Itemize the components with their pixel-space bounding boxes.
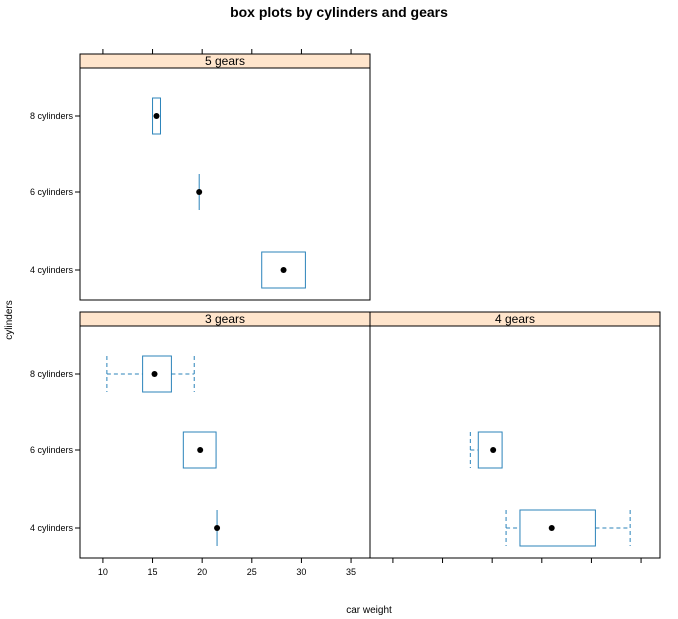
panel-5-gears: 5 gears 4 cylinders 6 cylinders 8 cylinders	[30, 49, 371, 301]
box-6-cylinders	[196, 174, 203, 210]
y-tick-label: 6 cylinders	[30, 187, 74, 197]
median-dot	[490, 447, 497, 453]
panel-3-gears: 3 gears 4 cylinders 6 cylinders 8 cylinders…	[30, 311, 371, 577]
box-8-cylinders	[152, 97, 161, 135]
box-body	[477, 431, 503, 469]
median-dot	[197, 447, 204, 453]
y-axis-label: cylinders	[4, 300, 15, 339]
panel-4-gears: 4 gears	[369, 311, 661, 563]
y-tick-label: 4 cylinders	[30, 265, 74, 275]
box-body	[261, 251, 306, 289]
box-4-cylinders	[261, 251, 306, 289]
box-6-cylinders	[469, 431, 503, 469]
x-tick-label: 15	[148, 567, 158, 577]
box-8-cylinders	[106, 355, 195, 393]
panel-frame	[79, 67, 371, 301]
y-tick-label: 8 cylinders	[30, 111, 74, 121]
box-body	[182, 431, 217, 469]
median-dot	[153, 113, 160, 119]
x-tick-label: 30	[296, 567, 306, 577]
panels-group: 5 gears 4 cylinders 6 cylinders 8 cylinders…	[30, 49, 661, 577]
median-dot	[196, 189, 203, 195]
x-tick-label: 10	[98, 567, 108, 577]
x-tick-label: 35	[346, 567, 356, 577]
y-tick-label: 8 cylinders	[30, 369, 74, 379]
box-4-cylinders	[505, 509, 631, 547]
box-body	[142, 355, 172, 393]
panel-frame	[79, 325, 371, 559]
panel-frame	[369, 325, 661, 559]
y-tick-label: 6 cylinders	[30, 445, 74, 455]
median-dot	[548, 525, 555, 531]
x-tick-label: 25	[247, 567, 257, 577]
box-body	[519, 509, 596, 547]
x-tick-label: 20	[197, 567, 207, 577]
y-tick-label: 4 cylinders	[30, 523, 74, 533]
chart-title: box plots by cylinders and gears	[230, 4, 448, 20]
box-6-cylinders	[182, 431, 217, 469]
x-axis-label: car weight	[346, 605, 392, 616]
box-4-cylinders	[214, 510, 221, 546]
median-dot	[214, 525, 221, 531]
strip-label: 4 gears	[495, 312, 535, 326]
box-body	[152, 97, 161, 135]
strip-label: 5 gears	[205, 54, 245, 68]
strip-label: 3 gears	[205, 312, 245, 326]
median-dot	[280, 267, 287, 273]
median-dot	[151, 371, 158, 377]
